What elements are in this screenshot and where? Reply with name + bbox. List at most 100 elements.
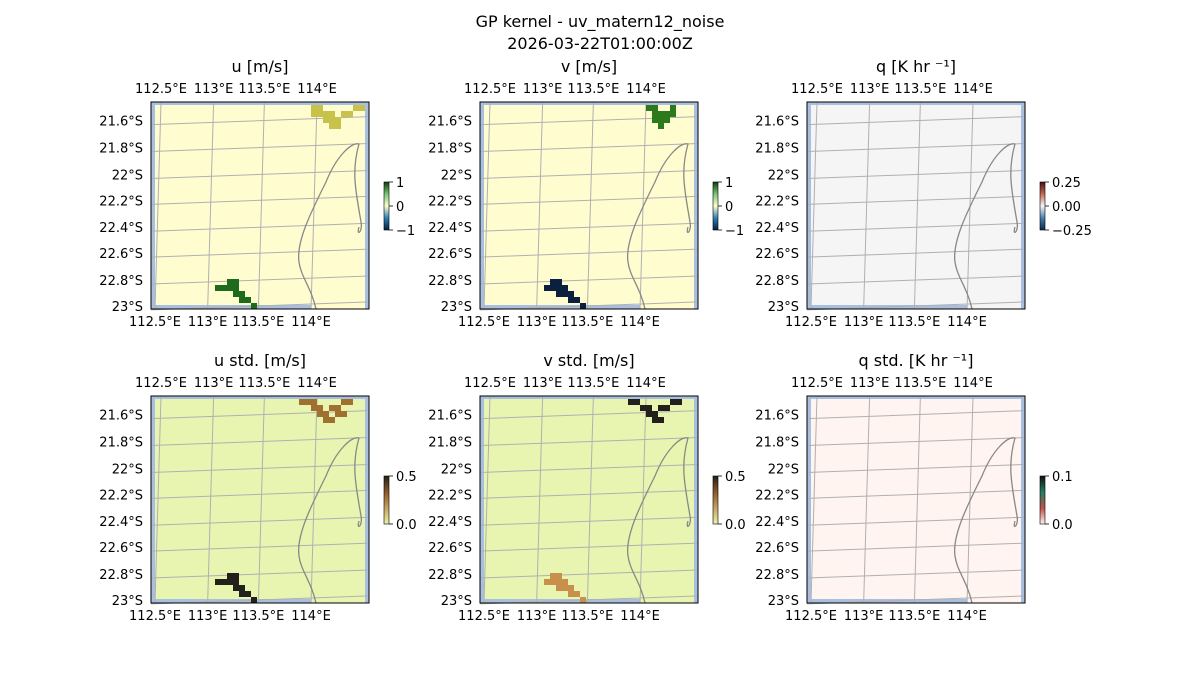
x-tick-label-top: 114°E [297,376,337,391]
colorbar [1039,475,1046,525]
data-cell [317,405,323,411]
y-tick-label: 22.6°S [99,247,143,262]
map-top-strip [151,396,369,399]
parallel-line [150,275,370,285]
y-tick-label: 22.2°S [99,194,143,209]
parallel-line [150,195,370,205]
data-cell [562,291,568,297]
meridian-line [154,395,162,604]
data-cell [347,111,353,117]
colorbar-tick-label: 0.1 [1052,470,1073,485]
data-cell [562,285,568,291]
data-cell [239,291,245,297]
data-cell [227,279,233,285]
parallel-line [150,569,370,579]
x-tick-label-top: 113.5°E [894,376,946,391]
parallel-line [479,222,699,232]
data-cell [233,573,239,579]
x-tick-label-bottom: 114°E [291,609,331,624]
map-right-strip [365,102,369,309]
colorbar [383,475,390,525]
y-tick-label: 22.4°S [755,221,799,236]
data-cell [634,399,640,405]
data-cell [562,585,568,591]
data-cell [215,579,221,585]
map-edge-strip [151,396,155,603]
map-right-strip [365,396,369,603]
data-cell [568,591,574,597]
meridian-line [483,101,491,310]
data-cell [550,579,556,585]
x-tick-label-bottom: 112.5°E [785,609,837,624]
parallel-line [806,489,1026,499]
colorbar [712,181,719,231]
parallel-line [806,169,1026,179]
data-cell [311,405,317,411]
data-cell [652,117,658,123]
parallel-line [806,116,1026,126]
parallel-line [806,248,1026,258]
data-cell [245,591,251,597]
coastline [953,143,1019,310]
y-tick-label: 21.8°S [755,436,799,451]
y-tick-label: 21.8°S [99,142,143,157]
colorbar [383,181,390,231]
data-cell [652,411,658,417]
y-tick-label: 22.8°S [755,568,799,583]
map-frame [479,395,699,604]
x-tick-label-top: 114°E [297,82,337,97]
data-cell [646,405,652,411]
meridian-line [586,395,594,604]
panel-title: q [K hr ⁻¹] [876,57,956,76]
data-cell [227,579,233,585]
parallel-line [806,463,1026,473]
x-tick-label-top: 112.5°E [464,376,516,391]
x-tick-label-bottom: 113°E [517,315,557,330]
map-background [480,102,698,309]
y-tick-label: 21.8°S [428,436,472,451]
map-background [807,102,1025,309]
map-frame [150,101,370,310]
parallel-line [150,143,370,153]
y-tick-label: 22.8°S [99,568,143,583]
data-cell [574,591,580,597]
parallel-line [150,463,370,473]
x-tick-label-bottom: 113°E [517,609,557,624]
parallel-line [806,143,1026,153]
y-tick-label: 22°S [112,168,143,183]
parallel-line [479,463,699,473]
map-panel-0: u [m/s]112.5°E112.5°E113°E113°E113.5°E11… [99,57,415,330]
x-tick-label-top: 113°E [523,82,563,97]
parallel-line [479,410,699,420]
meridian-line [810,395,818,604]
y-tick-label: 23°S [112,594,143,609]
colorbar-tick-label: 0.0 [1052,518,1073,533]
data-cell [311,111,317,117]
data-cell [580,303,586,309]
data-cell [239,585,245,591]
data-cell [670,111,676,117]
data-cell [550,279,556,285]
parallel-line [150,248,370,258]
data-cell [305,399,311,405]
data-cell [544,579,550,585]
parallel-line [150,222,370,232]
parallel-line [479,516,699,526]
map-top-strip [807,102,1025,105]
data-cell [347,399,353,405]
y-tick-label: 22.2°S [428,488,472,503]
map-frame [479,101,699,310]
meridian-line [154,101,162,310]
y-tick-label: 22.4°S [755,515,799,530]
data-cell [646,411,652,417]
meridian-line [586,101,594,310]
x-tick-label-bottom: 112.5°E [129,315,181,330]
parallel-line [150,489,370,499]
map-panel-3: u std. [m/s] 112.5°E 112.5°E 113°E 113°E 113.… [99,351,416,624]
coastline [953,437,1019,604]
y-tick-label: 21.6°S [755,409,799,424]
data-cell [556,579,562,585]
y-tick-label: 21.6°S [428,409,472,424]
map-panel-4: v std. [m/s] 112.5°E 112.5°E 113°E 113°E 113.… [428,351,745,624]
x-tick-label-top: 113.5°E [238,82,290,97]
